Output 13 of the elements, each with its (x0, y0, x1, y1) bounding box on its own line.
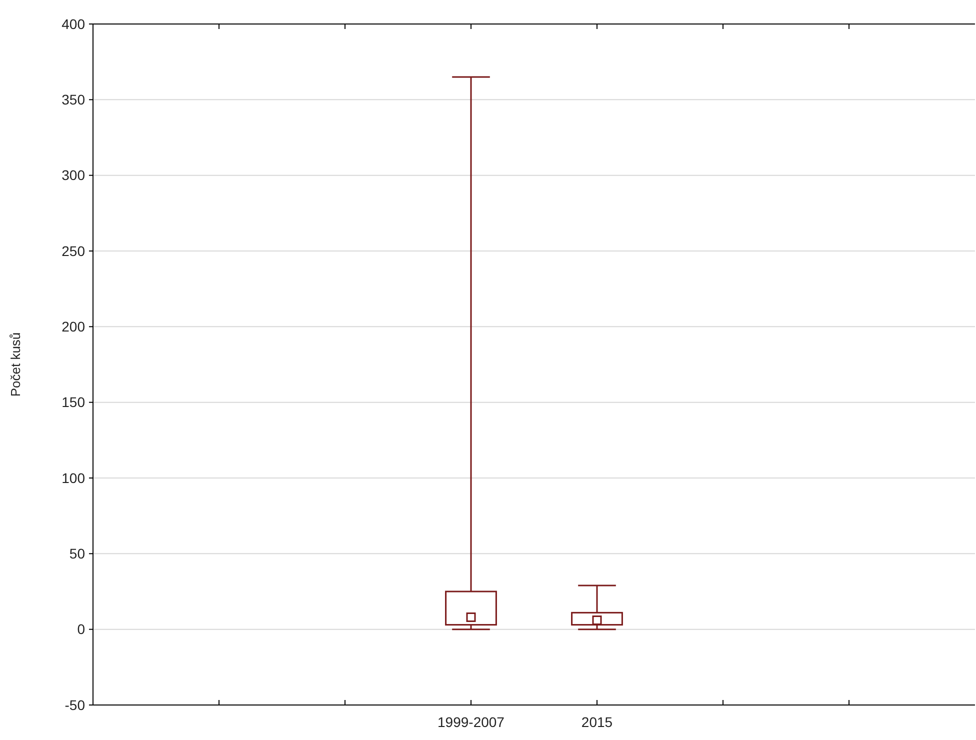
x-tick-label: 1999-2007 (438, 714, 505, 730)
y-tick-label: 250 (62, 242, 86, 259)
y-tick-label: 50 (69, 546, 86, 562)
y-tick-label: 0 (77, 621, 86, 638)
y-tick-label: 150 (62, 394, 86, 410)
y-axis-title: Počet kusů (8, 332, 23, 397)
y-tick-label: 350 (62, 92, 86, 108)
y-tick-label: 200 (62, 318, 86, 335)
y-tick-label: 100 (62, 470, 86, 486)
y-tick-label: 400 (62, 16, 86, 32)
x-tick-label: 2015 (581, 714, 613, 730)
y-tick-label: 300 (62, 167, 86, 184)
y-tick-label: -50 (64, 696, 86, 713)
